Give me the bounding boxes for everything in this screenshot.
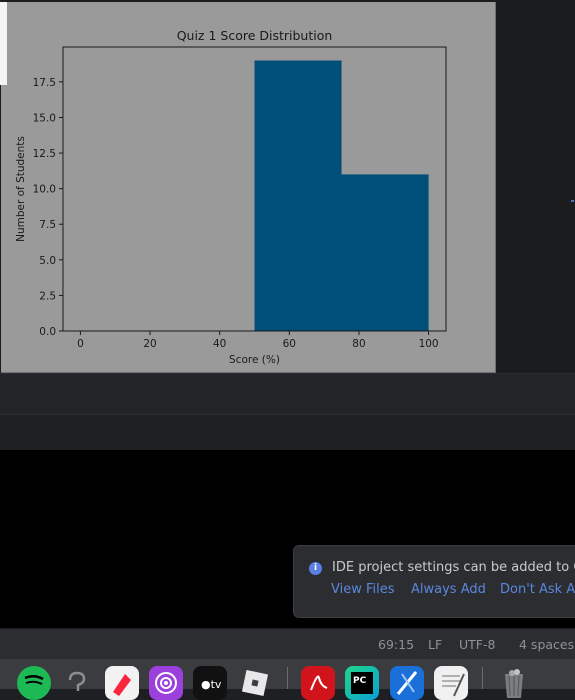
podcasts-icon[interactable]	[149, 666, 183, 700]
apple-tv-icon[interactable]: ●tv	[193, 666, 227, 700]
y-tick-label: 5.0	[39, 255, 56, 267]
dont-ask-again-link[interactable]: Don't Ask Again	[500, 582, 575, 597]
svg-text:PC: PC	[353, 676, 367, 686]
x-tick-label: 0	[77, 338, 84, 350]
help-icon[interactable]	[60, 666, 94, 700]
svg-text:●tv: ●tv	[201, 678, 222, 691]
news-icon[interactable]	[105, 666, 139, 700]
histogram-bar-3	[341, 174, 429, 331]
y-tick-label: 0.0	[39, 326, 56, 338]
line-ending[interactable]: LF	[428, 637, 443, 652]
pycharm-icon[interactable]: PC	[345, 666, 379, 700]
x-tick-label: 20	[143, 338, 156, 350]
view-files-link[interactable]: View Files	[331, 582, 395, 597]
acrobat-icon[interactable]	[301, 666, 335, 700]
info-icon: i	[309, 562, 322, 575]
editor-marker	[571, 200, 574, 202]
caret-position[interactable]: 69:15	[378, 637, 415, 652]
dock-separator	[287, 667, 288, 689]
y-tick-label: 10.0	[33, 184, 56, 196]
y-tick-label: 2.5	[39, 290, 56, 302]
y-axis-label: Number of Students	[15, 136, 27, 242]
x-axis-label: Score (%)	[229, 354, 280, 366]
indent-setting[interactable]: 4 spaces	[519, 637, 575, 652]
chart-title: Quiz 1 Score Distribution	[177, 28, 333, 43]
x-tick-label: 60	[283, 338, 296, 350]
x-tick-label: 40	[213, 338, 226, 350]
notification-message: IDE project settings can be added to Git	[332, 560, 575, 575]
y-tick-label: 17.5	[33, 77, 56, 89]
x-tick-label: 100	[419, 338, 439, 350]
y-tick-label: 7.5	[39, 219, 56, 231]
histogram-bar-2	[254, 60, 342, 332]
y-tick-label: 12.5	[33, 148, 56, 160]
spotify-icon[interactable]	[17, 666, 51, 700]
roblox-icon[interactable]	[238, 666, 272, 700]
always-add-link[interactable]: Always Add	[411, 582, 486, 597]
histogram-chart: 0 20 40 60 80 100 0.0 2.5 5.0 7.5 10.0 12.5 15.0 17.5…	[15, 28, 447, 366]
dock-separator	[482, 667, 483, 689]
window-edge	[0, 2, 7, 85]
dock: ●tv PC	[0, 659, 575, 700]
y-tick-label: 15.0	[33, 112, 56, 124]
notification-popup[interactable]: i IDE project settings can be added to G…	[293, 545, 575, 618]
x-tick-label: 80	[352, 338, 365, 350]
status-bar: 69:15 LF UTF-8 4 spaces	[0, 628, 575, 660]
textedit-icon[interactable]	[434, 666, 468, 700]
tool-window-header	[0, 373, 575, 415]
trash-icon[interactable]	[497, 666, 531, 700]
file-encoding[interactable]: UTF-8	[459, 637, 496, 652]
xcode-icon[interactable]	[390, 666, 424, 700]
tool-window-tabs	[0, 414, 575, 451]
plot-window[interactable]: 0 20 40 60 80 100 0.0 2.5 5.0 7.5 10.0 12.5 15.0 17.5…	[1, 2, 496, 373]
